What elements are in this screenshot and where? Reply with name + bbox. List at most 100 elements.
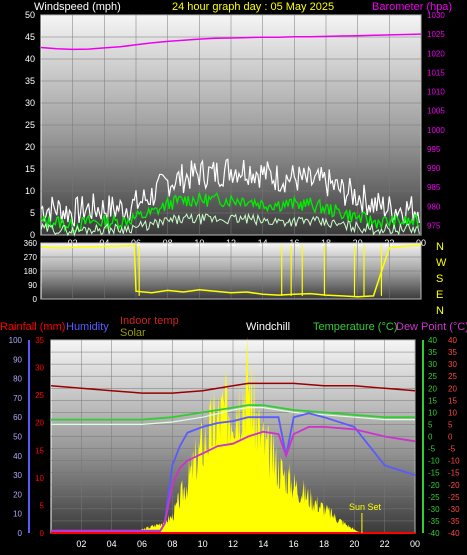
humidity-label: Humidity (66, 321, 109, 333)
dew-y-tick: -5 (448, 445, 456, 454)
windchill-line (51, 407, 415, 425)
wind-y-tick: 50 (25, 10, 35, 20)
temp-y-tick: 30 (428, 360, 437, 369)
temp-y-tick: 15 (428, 396, 437, 405)
direction-y-tick: 180 (24, 267, 38, 276)
wind-y-tick: 5 (30, 208, 35, 218)
humidity-y-tick: 20 (13, 490, 22, 499)
barometer-y-tick: 975 (427, 221, 441, 230)
humidity-y-tick: 50 (13, 433, 22, 442)
dew-y-tick: -30 (448, 505, 460, 514)
dew-y-tick: 20 (448, 384, 457, 393)
sun-set-label: Sun Set (349, 502, 382, 512)
wind-y-tick: 10 (25, 186, 35, 196)
dew-y-tick: 35 (448, 348, 457, 357)
wind-y-tick: 0 (30, 230, 35, 240)
dew-y-tick: -20 (448, 481, 460, 490)
humidity-y-tick: 90 (13, 355, 22, 364)
humidity-y-tick: 40 (13, 452, 22, 461)
rain-y-tick: 25 (35, 391, 44, 400)
temp-y-tick: -10 (428, 457, 440, 466)
chart-title: 24 hour graph day : 05 May 2025 (172, 1, 334, 13)
temp-y-tick: 35 (428, 348, 437, 357)
humidity-y-tick: 0 (18, 529, 23, 538)
dew-point-line (51, 426, 416, 532)
temp-y-tick: -35 (428, 517, 440, 526)
rain-y-tick: 0 (40, 529, 45, 538)
temp-y-tick: -25 (428, 493, 440, 502)
rain-y-tick: 20 (35, 419, 44, 428)
temp-y-tick: 10 (428, 408, 437, 417)
temp-y-tick: -15 (428, 469, 440, 478)
barometer-y-tick: 995 (427, 145, 441, 154)
wind-y-tick: 20 (25, 142, 35, 152)
humidity-y-tick: 60 (13, 413, 22, 422)
wind-y-tick: 15 (25, 164, 35, 174)
dew-y-tick: 25 (448, 372, 457, 381)
temp-y-tick: 20 (428, 384, 437, 393)
barometer-y-tick: 1000 (427, 126, 445, 135)
wind-y-tick: 40 (25, 54, 35, 64)
direction-y-tick: 360 (24, 239, 38, 248)
compass-s: S (436, 273, 443, 285)
temp-y-tick: 25 (428, 372, 437, 381)
dew-y-tick: 10 (448, 408, 457, 417)
temp-y-tick: 5 (428, 420, 433, 429)
dew-y-tick: -15 (448, 469, 460, 478)
direction-line (40, 244, 422, 298)
rain-y-tick: 5 (40, 501, 45, 510)
temp-y-tick: 40 (428, 336, 437, 345)
dew-y-tick: -35 (448, 517, 460, 526)
indoor-temp-label: Indoor temp (120, 315, 179, 327)
solar-area (134, 336, 362, 533)
dew-y-tick: 40 (448, 336, 457, 345)
compass-w: W (436, 257, 447, 269)
barometer-y-tick: 1025 (427, 30, 445, 39)
temp-x-tick: 02 (76, 539, 86, 549)
rain-y-tick: 30 (35, 364, 44, 373)
temp-y-tick: -30 (428, 505, 440, 514)
temp-x-tick: 22 (380, 539, 390, 549)
dew-y-tick: 30 (448, 360, 457, 369)
barometer-y-tick: 1010 (427, 88, 445, 97)
wind-y-tick: 25 (25, 120, 35, 130)
windspeed-min-line (40, 212, 420, 237)
dew-y-tick: -25 (448, 493, 460, 502)
direction-y-tick: 0 (33, 295, 38, 304)
wind-y-tick: 30 (25, 98, 35, 108)
temp-x-tick: 16 (289, 539, 299, 549)
indoor-temp-line (50, 382, 416, 394)
temp-x-tick: 12 (228, 539, 238, 549)
dew-point-label: Dew Point (°C) (396, 321, 467, 333)
humidity-y-tick: 10 (13, 510, 22, 519)
temp-y-tick: 0 (428, 433, 433, 442)
compass-n-top: N (436, 241, 444, 253)
rain-y-tick: 35 (35, 336, 44, 345)
barometer-y-tick: 1005 (427, 107, 445, 116)
rain-y-tick: 15 (35, 446, 44, 455)
rainfall-label: Rainfall (mm) (0, 321, 65, 333)
temp-x-tick: 04 (107, 539, 117, 549)
temp-y-tick: -5 (428, 445, 436, 454)
temp-x-tick: 00 (410, 539, 420, 549)
wind-y-tick: 35 (25, 76, 35, 86)
windspeed-label: Windspeed (mph) (34, 1, 121, 13)
windchill-label: Windchill (246, 321, 290, 333)
windspeed-gust-line (40, 158, 420, 227)
temp-y-tick: -20 (428, 481, 440, 490)
temp-x-tick: 06 (137, 539, 147, 549)
temp-x-tick: 20 (349, 539, 359, 549)
direction-y-tick: 90 (28, 281, 37, 290)
compass-n-bottom: N (436, 305, 444, 317)
solar-label: Solar (120, 327, 146, 339)
dew-y-tick: -10 (448, 457, 460, 466)
dew-y-tick: 5 (448, 420, 453, 429)
temp-x-tick: 18 (319, 539, 329, 549)
wind-y-tick: 45 (25, 32, 35, 42)
dew-y-tick: 15 (448, 396, 457, 405)
barometer-y-tick: 1015 (427, 68, 445, 77)
barometer-line (40, 33, 422, 51)
barometer-y-tick: 980 (427, 202, 441, 211)
